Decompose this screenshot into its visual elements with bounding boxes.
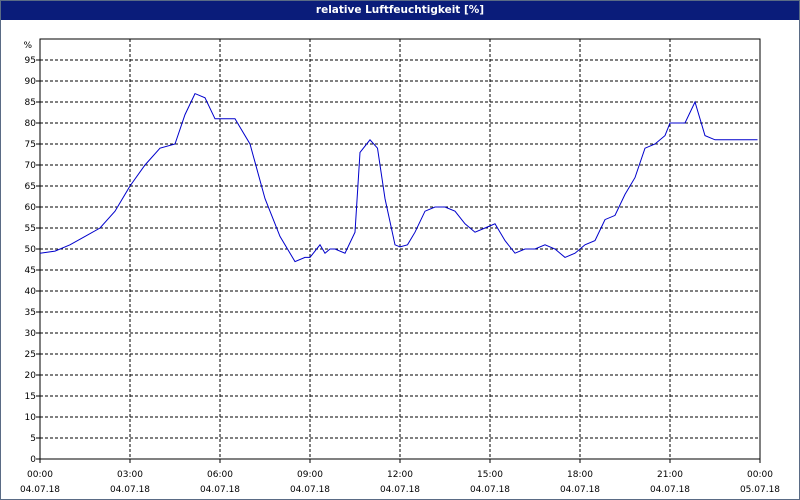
x-tick-date: 04.07.18 (290, 485, 330, 495)
x-tick-time: 09:00 (297, 470, 323, 480)
y-tick-label: 0 (30, 455, 36, 465)
y-tick-label: 25 (25, 350, 36, 360)
y-tick-label: 80 (25, 119, 37, 129)
y-tick-label: 70 (25, 161, 37, 171)
x-tick-date: 05.07.18 (740, 485, 780, 495)
x-tick-date: 04.07.18 (560, 485, 600, 495)
y-tick-label: 40 (25, 287, 37, 297)
y-axis-label: % (23, 41, 32, 51)
y-tick-label: 5 (30, 434, 36, 444)
humidity-line (39, 92, 758, 263)
chart-grid (40, 39, 760, 459)
x-tick-time: 21:00 (657, 470, 683, 480)
x-tick-date: 04.07.18 (380, 485, 420, 495)
x-tick-date: 04.07.18 (200, 485, 240, 495)
y-tick-label: 90 (25, 77, 37, 87)
y-tick-label: 45 (25, 266, 36, 276)
y-tick-label: 55 (25, 224, 36, 234)
y-tick-label: 15 (25, 392, 36, 402)
y-tick-label: 85 (25, 98, 36, 108)
x-tick-time: 03:00 (117, 470, 143, 480)
x-tick-time: 00:00 (27, 470, 53, 480)
x-tick-time: 12:00 (387, 470, 413, 480)
x-tick-date: 04.07.18 (20, 485, 60, 495)
x-tick-date: 04.07.18 (110, 485, 150, 495)
x-tick-time: 00:00 (747, 470, 773, 480)
y-tick-label: 50 (25, 245, 37, 255)
y-tick-label: 65 (25, 182, 36, 192)
y-tick-label: 20 (25, 371, 37, 381)
y-tick-label: 75 (25, 140, 36, 150)
chart-title: relative Luftfeuchtigkeit [%] (1, 1, 799, 20)
x-tick-time: 15:00 (477, 470, 503, 480)
x-tick-date: 04.07.18 (650, 485, 690, 495)
y-axis: 0 5 10 15 20 25 30 35 40 45 50 55 60 65 70 75 80 85 90 95 (25, 56, 40, 465)
x-tick-time: 06:00 (207, 470, 233, 480)
x-axis: 00:00 04.07.18 03:00 04.07.18 06:00 04.07.18 0… (20, 459, 780, 495)
x-tick-date: 04.07.18 (470, 485, 510, 495)
y-tick-label: 35 (25, 308, 36, 318)
y-tick-label: 30 (25, 329, 37, 339)
y-tick-label: 60 (25, 203, 37, 213)
y-tick-label: 10 (25, 413, 37, 423)
x-tick-time: 18:00 (567, 470, 593, 480)
y-tick-label: 95 (25, 56, 36, 66)
